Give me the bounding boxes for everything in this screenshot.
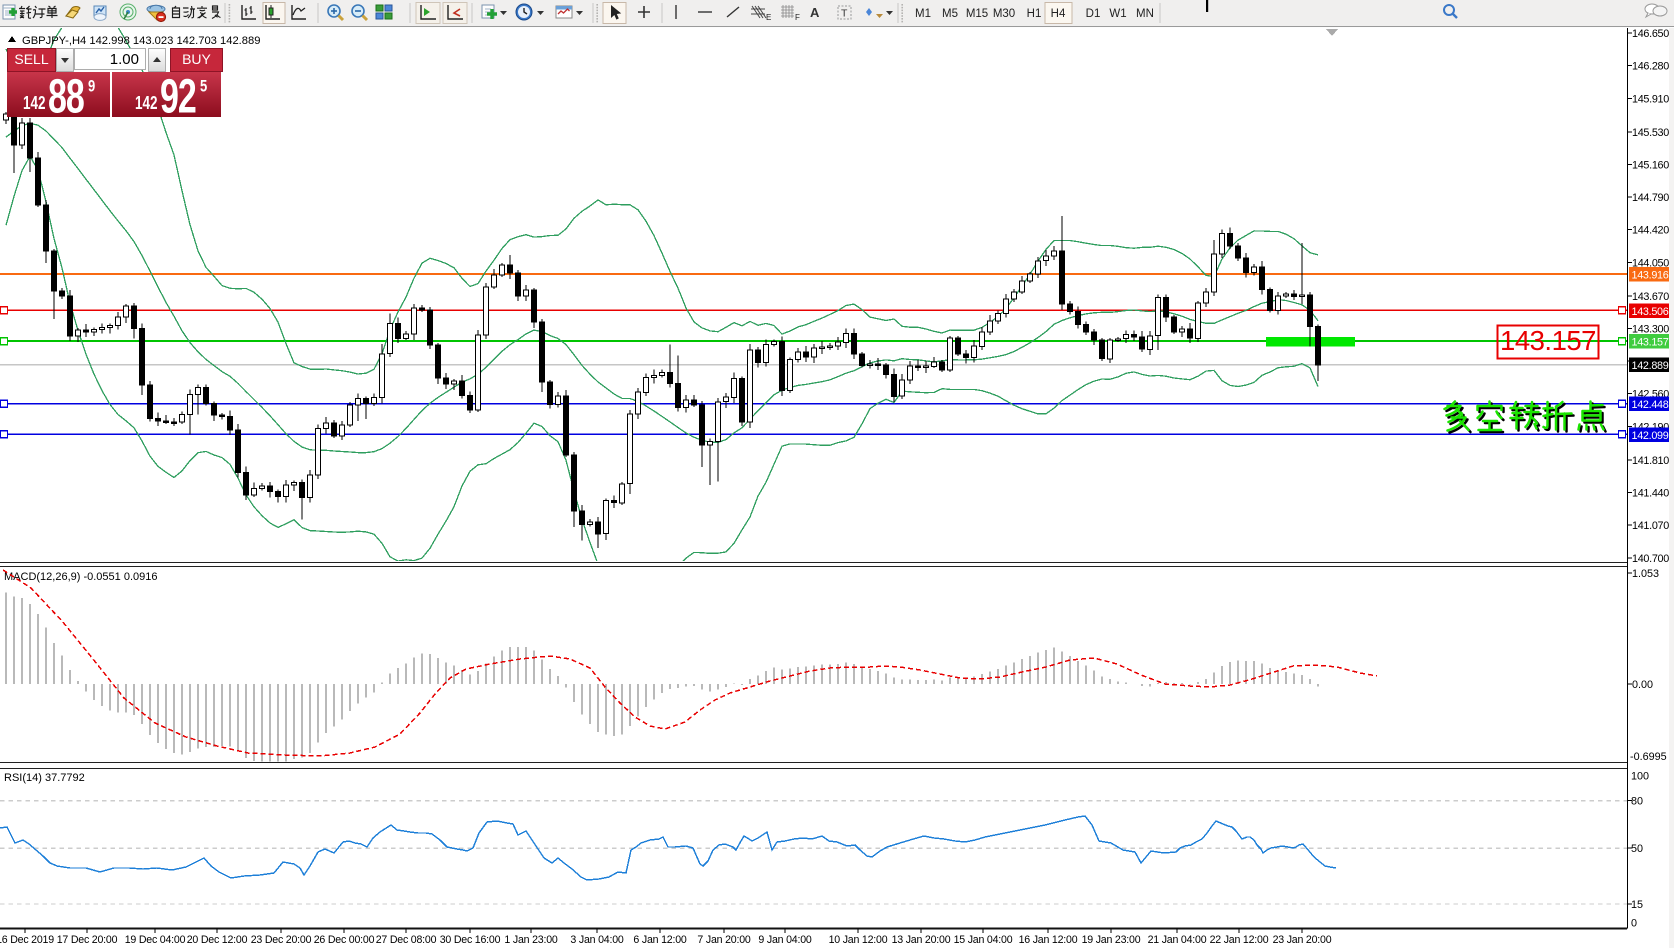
svg-text:141.070: 141.070 <box>1632 520 1669 532</box>
svg-text:21 Jan 04:00: 21 Jan 04:00 <box>1148 934 1207 946</box>
svg-text:146.650: 146.650 <box>1632 28 1669 40</box>
svg-text:17 Dec 20:00: 17 Dec 20:00 <box>57 934 118 946</box>
svg-text:M30: M30 <box>993 8 1015 20</box>
svg-text:A: A <box>810 5 820 20</box>
svg-text:145.530: 145.530 <box>1632 127 1669 139</box>
svg-text:16 Dec 2019: 16 Dec 2019 <box>0 934 54 946</box>
svg-text:1 Jan 23:00: 1 Jan 23:00 <box>504 934 557 946</box>
svg-text:142.889: 142.889 <box>1632 360 1669 372</box>
svg-text:145.160: 145.160 <box>1632 159 1669 171</box>
svg-text:H1: H1 <box>1027 8 1042 20</box>
svg-text:GBPJPY-,H4 142.998 143.023 14: GBPJPY-,H4 142.998 143.023 142.703 142.8… <box>22 35 260 47</box>
svg-text:20 Dec 12:00: 20 Dec 12:00 <box>187 934 248 946</box>
svg-text:143.506: 143.506 <box>1632 306 1669 318</box>
svg-text:MACD(12,26,9) -0.0551 0.0916: MACD(12,26,9) -0.0551 0.0916 <box>4 571 157 583</box>
svg-text:100: 100 <box>1631 771 1649 783</box>
svg-text:-0.6995: -0.6995 <box>1630 751 1667 763</box>
svg-text:13 Jan 20:00: 13 Jan 20:00 <box>892 934 951 946</box>
svg-text:T: T <box>841 8 848 20</box>
svg-text:RSI(14) 37.7792: RSI(14) 37.7792 <box>4 772 85 784</box>
svg-text:143.916: 143.916 <box>1632 270 1669 282</box>
svg-text:145.910: 145.910 <box>1632 93 1669 105</box>
svg-text:D1: D1 <box>1086 8 1101 20</box>
svg-text:144.420: 144.420 <box>1632 225 1669 237</box>
svg-text:140.700: 140.700 <box>1632 553 1669 565</box>
svg-text:F: F <box>795 13 800 22</box>
svg-text:141.810: 141.810 <box>1632 455 1669 467</box>
svg-text:0.00: 0.00 <box>1632 679 1653 691</box>
svg-text:144.050: 144.050 <box>1632 257 1669 269</box>
svg-text:144.790: 144.790 <box>1632 192 1669 204</box>
svg-text:19 Dec 04:00: 19 Dec 04:00 <box>125 934 186 946</box>
svg-text:MN: MN <box>1136 8 1154 20</box>
svg-text:30 Dec 16:00: 30 Dec 16:00 <box>440 934 501 946</box>
svg-text:23 Dec 20:00: 23 Dec 20:00 <box>251 934 312 946</box>
svg-text:141.440: 141.440 <box>1632 488 1669 500</box>
svg-text:143.157: 143.157 <box>1632 337 1669 349</box>
svg-text:23 Jan 20:00: 23 Jan 20:00 <box>1273 934 1332 946</box>
svg-text:3 Jan 04:00: 3 Jan 04:00 <box>570 934 623 946</box>
svg-text:1.053: 1.053 <box>1632 568 1659 580</box>
svg-text:0: 0 <box>1631 918 1637 930</box>
svg-text:16 Jan 12:00: 16 Jan 12:00 <box>1019 934 1078 946</box>
svg-text:15: 15 <box>1631 899 1643 911</box>
svg-text:M5: M5 <box>942 8 958 20</box>
svg-text:6 Jan 12:00: 6 Jan 12:00 <box>633 934 686 946</box>
svg-text:M1: M1 <box>915 8 931 20</box>
svg-text:7 Jan 20:00: 7 Jan 20:00 <box>697 934 750 946</box>
svg-text:26 Dec 00:00: 26 Dec 00:00 <box>314 934 375 946</box>
svg-text:143.300: 143.300 <box>1632 324 1669 336</box>
svg-text:M15: M15 <box>966 8 988 20</box>
svg-text:15 Jan 04:00: 15 Jan 04:00 <box>954 934 1013 946</box>
svg-text:50: 50 <box>1631 843 1643 855</box>
svg-text:27 Dec 08:00: 27 Dec 08:00 <box>376 934 437 946</box>
svg-text:E: E <box>766 13 771 22</box>
svg-text:143.670: 143.670 <box>1632 291 1669 303</box>
svg-text:80: 80 <box>1631 796 1643 808</box>
svg-text:143.157: 143.157 <box>1500 325 1596 356</box>
svg-text:10 Jan 12:00: 10 Jan 12:00 <box>829 934 888 946</box>
svg-text:142.448: 142.448 <box>1632 399 1669 411</box>
svg-text:22 Jan 12:00: 22 Jan 12:00 <box>1210 934 1269 946</box>
svg-text:9 Jan 04:00: 9 Jan 04:00 <box>758 934 811 946</box>
svg-text:19 Jan 23:00: 19 Jan 23:00 <box>1082 934 1141 946</box>
svg-text:146.280: 146.280 <box>1632 61 1669 73</box>
svg-text:W1: W1 <box>1109 8 1126 20</box>
svg-text:H4: H4 <box>1051 8 1066 20</box>
svg-text:142.099: 142.099 <box>1632 430 1669 442</box>
